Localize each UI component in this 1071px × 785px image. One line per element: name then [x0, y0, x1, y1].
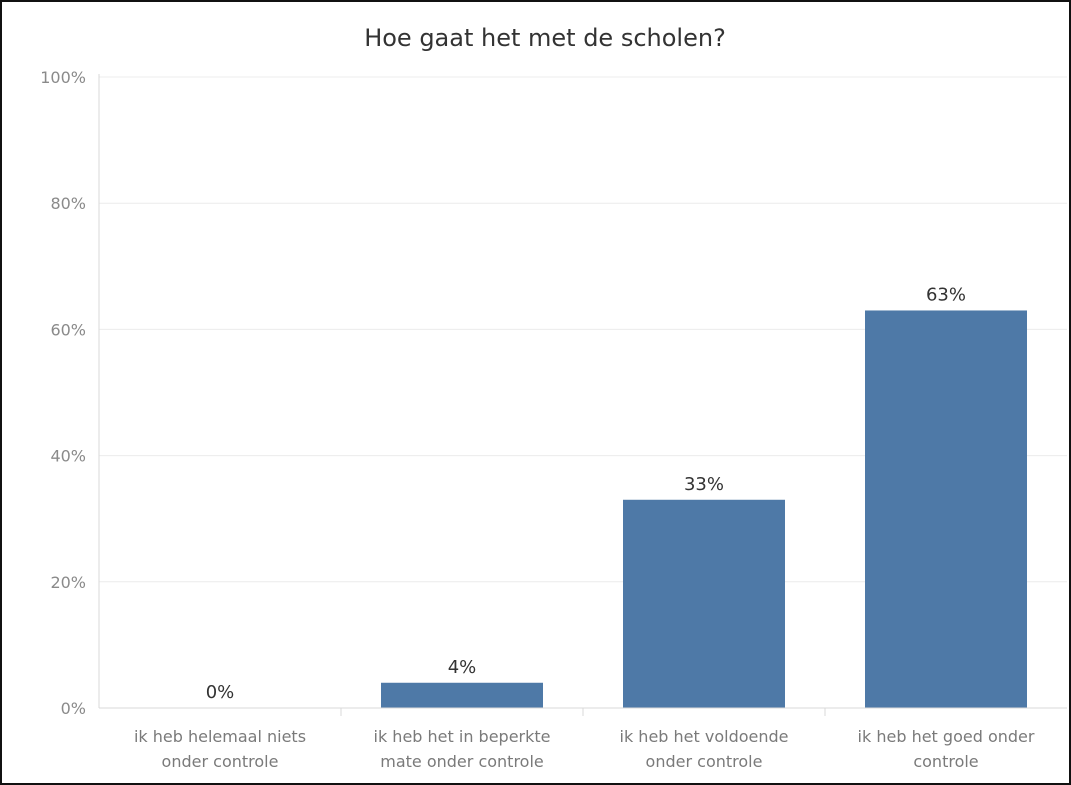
bar-value-label: 4% — [448, 657, 477, 678]
bar-value-label: 33% — [684, 474, 724, 495]
y-tick-label: 80% — [50, 194, 86, 213]
bar — [623, 499, 785, 708]
category-label: mate onder controle — [380, 752, 544, 771]
value-labels: 0% 4% 33% 63% — [206, 284, 966, 703]
y-tick-label: 0% — [61, 699, 86, 718]
bars — [381, 310, 1027, 708]
category-label: ik heb het in beperkte — [374, 727, 551, 746]
y-tick-label: 20% — [50, 573, 86, 592]
x-axis: ik heb helemaal niets onder controle ik he… — [99, 707, 1067, 771]
bar-value-label: 0% — [206, 682, 235, 703]
y-tick-label: 100% — [40, 68, 86, 87]
category-label: controle — [913, 752, 978, 771]
category-label: ik heb het voldoende — [620, 727, 789, 746]
bar — [865, 310, 1027, 708]
bar-value-label: 63% — [926, 284, 966, 305]
category-label: ik heb het goed onder — [858, 727, 1035, 746]
y-axis: 0% 20% 40% 60% 80% 100% — [40, 68, 100, 718]
bar — [381, 682, 543, 708]
y-tick-label: 60% — [50, 320, 86, 339]
chart-title: Hoe gaat het met de scholen? — [364, 24, 726, 52]
category-label: ik heb helemaal niets — [134, 727, 306, 746]
category-label: onder controle — [646, 752, 763, 771]
y-tick-label: 40% — [50, 447, 86, 466]
category-label: onder controle — [162, 752, 279, 771]
